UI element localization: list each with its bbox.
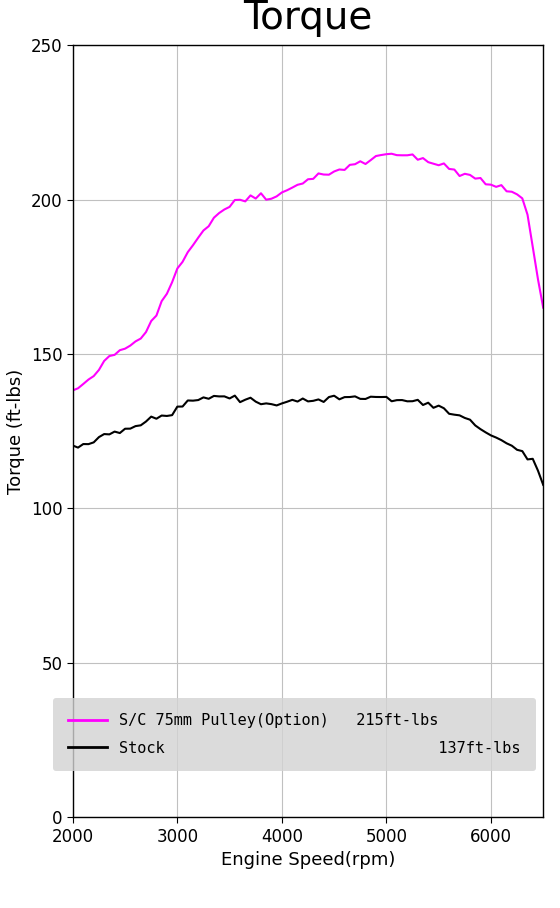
Y-axis label: Torque (ft-lbs): Torque (ft-lbs) — [7, 369, 25, 494]
Title: Torque: Torque — [243, 0, 373, 36]
X-axis label: Engine Speed(rpm): Engine Speed(rpm) — [221, 851, 395, 869]
Legend: S/C 75mm Pulley(Option)   215ft-lbs, Stock                              137ft-lb: S/C 75mm Pulley(Option) 215ft-lbs, Stock… — [53, 698, 535, 771]
